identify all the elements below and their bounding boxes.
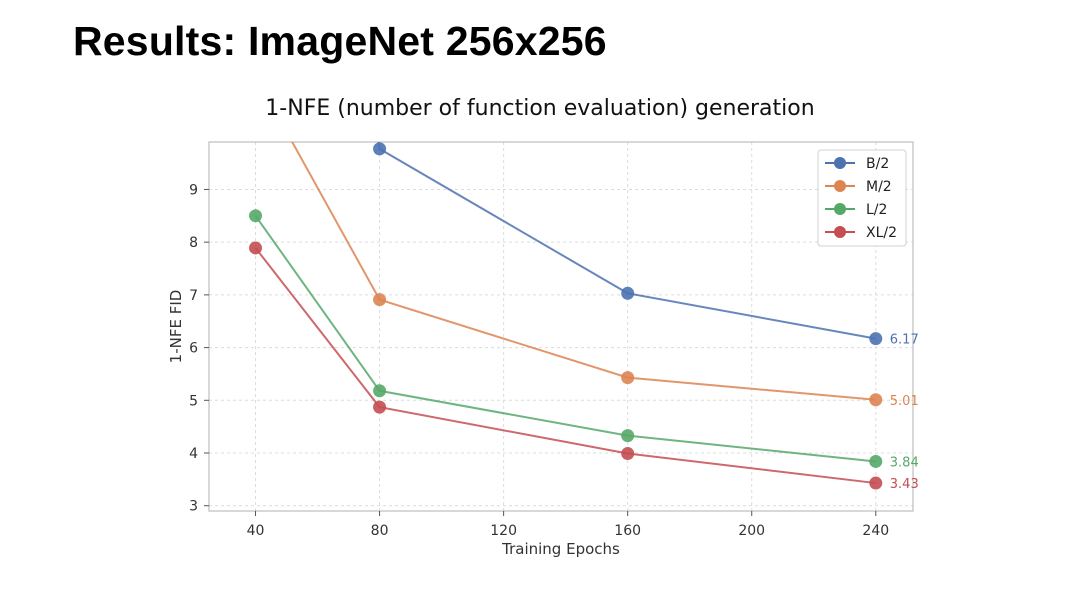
slide-title: Results: ImageNet 256x256 xyxy=(73,18,607,64)
data-point-L/2 xyxy=(869,454,883,468)
x-tick-label: 160 xyxy=(614,523,641,539)
chart-title: 1-NFE (number of function evaluation) ge… xyxy=(265,96,815,121)
x-axis-label: Training Epochs xyxy=(501,540,620,558)
data-point-XL/2 xyxy=(249,241,263,255)
data-point-XL/2 xyxy=(373,400,387,414)
series-line-XL/2 xyxy=(254,247,876,485)
x-tick-label: 240 xyxy=(862,523,889,539)
y-tick-label: 3 xyxy=(189,499,198,515)
data-point-B/2 xyxy=(373,142,387,156)
legend-marker xyxy=(834,203,846,215)
data-point-L/2 xyxy=(373,384,387,398)
plot-area xyxy=(249,142,883,490)
y-tick-label: 5 xyxy=(189,393,198,409)
legend: B/2 M/2 L/2 XL/2 xyxy=(817,149,907,247)
data-point-B/2 xyxy=(621,286,635,300)
legend-marker xyxy=(834,180,846,192)
end-value-label: 3.43 xyxy=(890,477,919,492)
y-tick-label: 8 xyxy=(189,235,198,251)
end-value-label: 6.17 xyxy=(890,333,919,348)
end-value-label: 5.01 xyxy=(890,394,919,409)
series-line-B/2 xyxy=(377,142,876,340)
x-tick-label: 120 xyxy=(490,523,517,539)
legend-label: XL/2 xyxy=(866,225,897,241)
data-point-L/2 xyxy=(249,209,263,223)
data-point-M/2 xyxy=(621,371,635,385)
y-tick-label: 4 xyxy=(189,446,198,462)
x-tick-label: 200 xyxy=(738,523,765,539)
series-line-L/2 xyxy=(254,215,876,463)
y-tick-label: 7 xyxy=(189,288,198,304)
legend-label: B/2 xyxy=(866,156,889,172)
legend-label: M/2 xyxy=(866,179,892,195)
series-line-M/2 xyxy=(291,142,876,401)
x-tick-label: 40 xyxy=(247,523,265,539)
data-point-L/2 xyxy=(621,429,635,443)
data-point-M/2 xyxy=(869,393,883,407)
y-tick-label: 6 xyxy=(189,341,198,357)
legend-box xyxy=(817,149,907,247)
plot-frame xyxy=(208,141,914,512)
y-axis-label: 1-NFE FID xyxy=(167,290,185,364)
data-point-XL/2 xyxy=(621,447,635,461)
end-value-label: 3.84 xyxy=(890,455,919,470)
legend-marker xyxy=(834,226,846,238)
y-tick-label: 9 xyxy=(189,182,198,198)
data-point-M/2 xyxy=(373,293,387,307)
data-point-XL/2 xyxy=(869,476,883,490)
x-tick-label: 80 xyxy=(371,523,389,539)
legend-label: L/2 xyxy=(866,202,887,218)
legend-marker xyxy=(834,157,846,169)
data-point-B/2 xyxy=(869,332,883,346)
